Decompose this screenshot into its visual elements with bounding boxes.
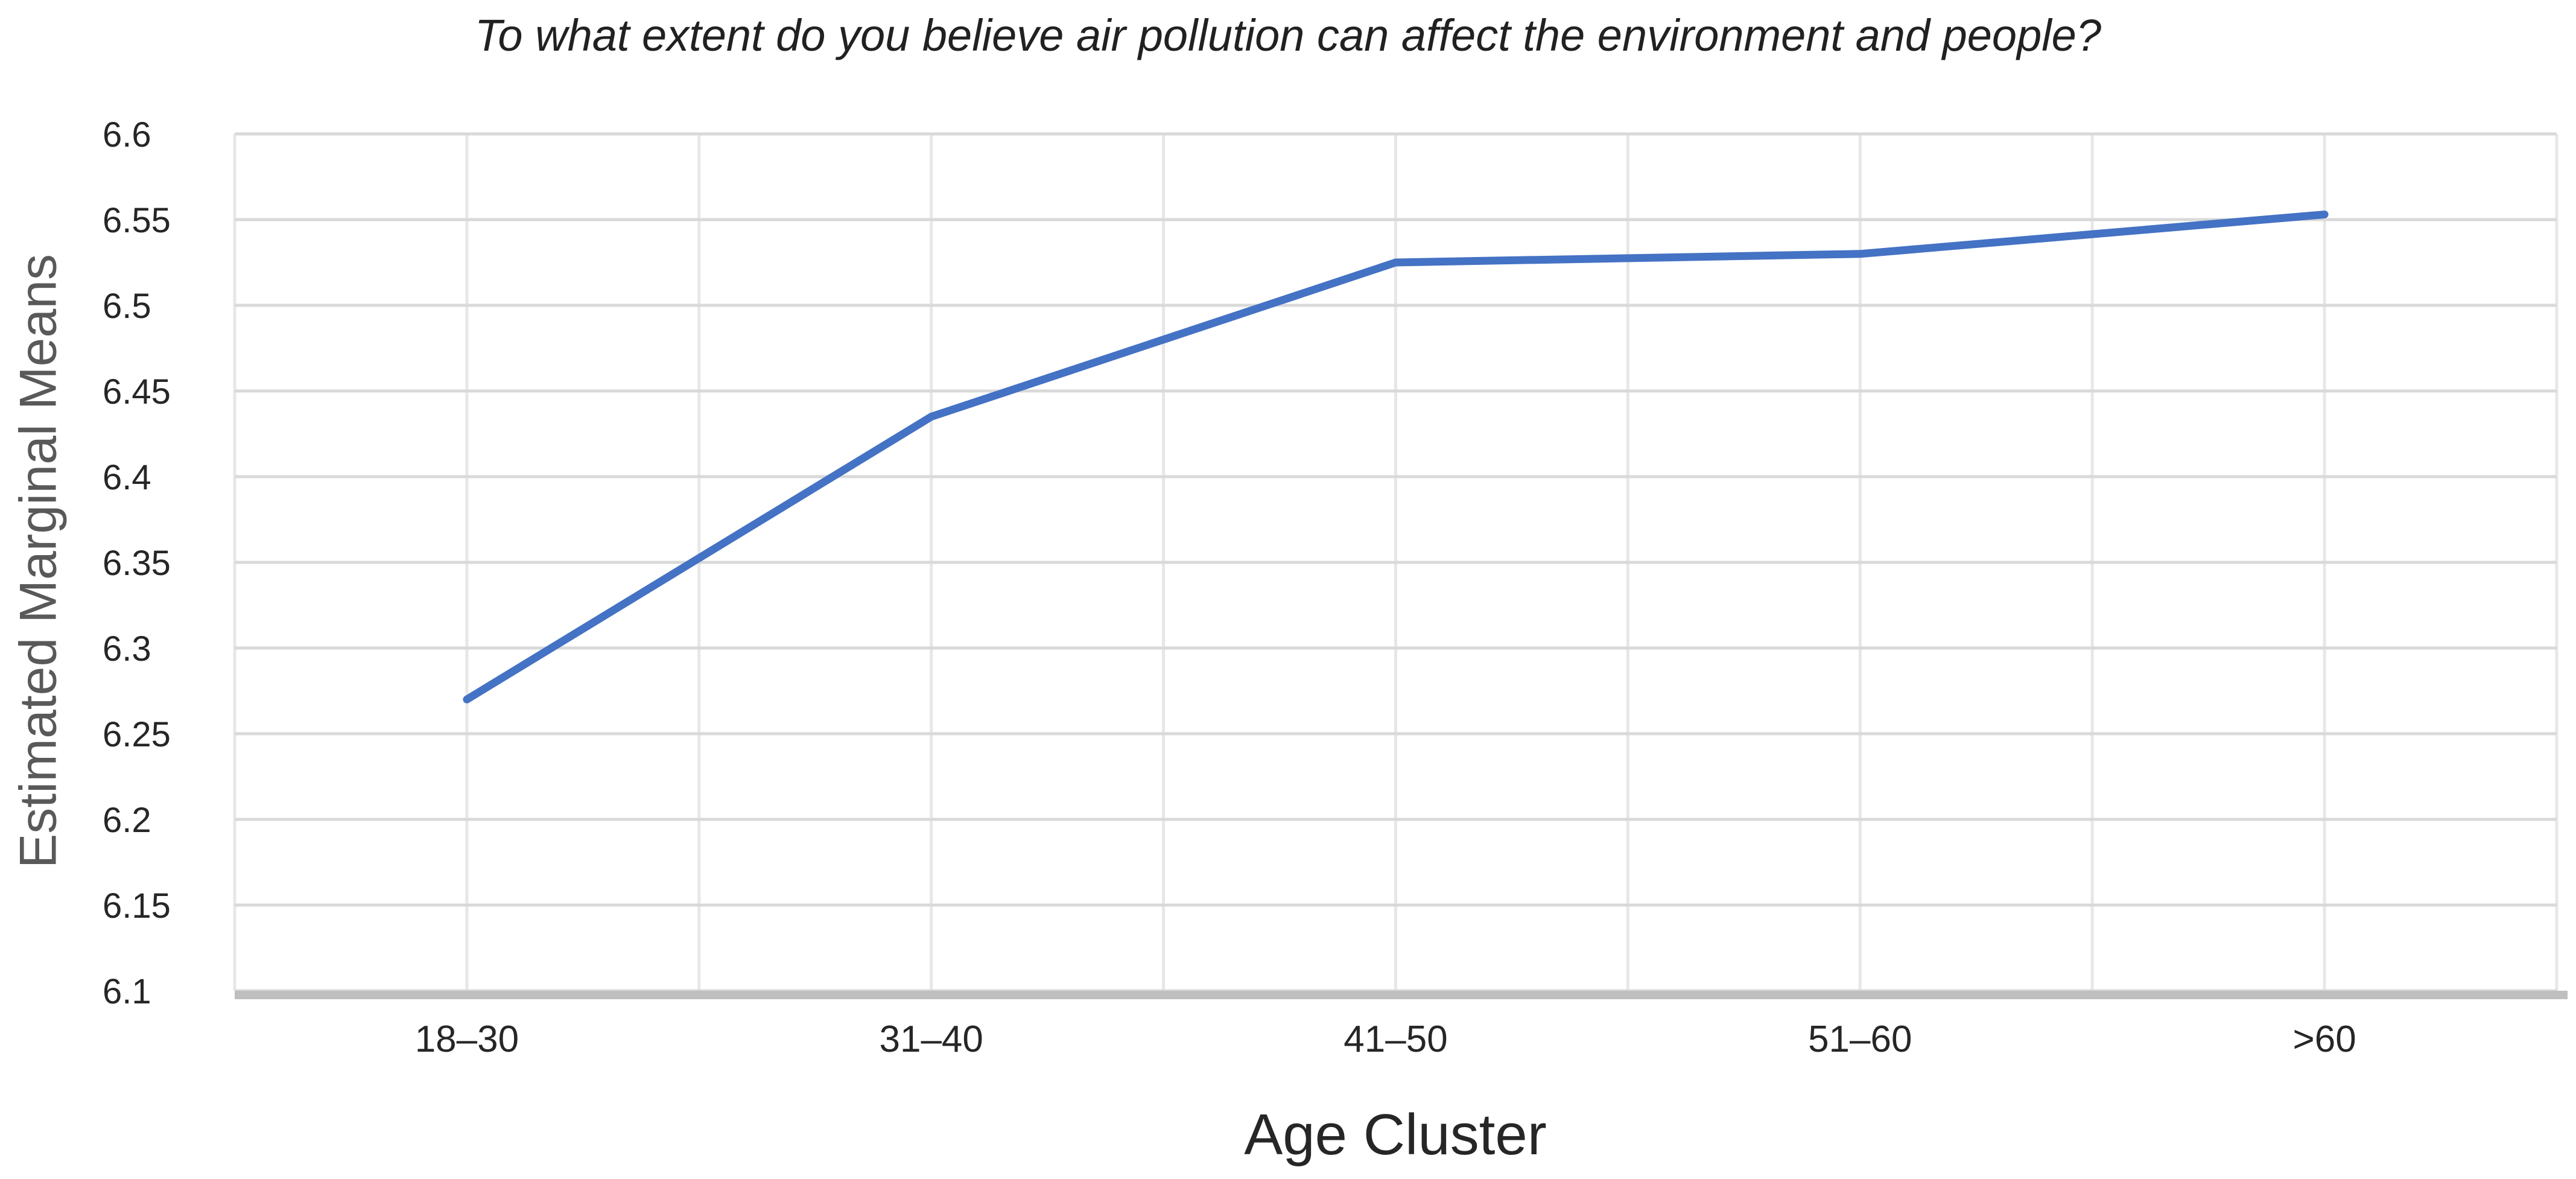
y-tick-label: 6.4 <box>103 458 151 497</box>
x-axis-title: Age Cluster <box>1244 1102 1547 1167</box>
data-line <box>463 210 2329 704</box>
x-tick-label: 31–40 <box>879 1019 983 1060</box>
x-tick-label: 51–60 <box>1808 1019 1912 1060</box>
y-tick-label: 6.35 <box>103 544 171 583</box>
x-tick-label: 41–50 <box>1344 1019 1447 1060</box>
y-tick-label: 6.6 <box>103 115 151 154</box>
y-tick-label: 6.15 <box>103 886 171 926</box>
y-tick-label: 6.25 <box>103 715 171 754</box>
y-tick-label: 6.1 <box>103 972 151 1011</box>
chart-title: To what extent do you believe air pollut… <box>475 10 2101 60</box>
x-tick-label: >60 <box>2293 1019 2356 1060</box>
y-tick-label: 6.5 <box>103 287 151 326</box>
y-tick-label: 6.55 <box>103 201 171 240</box>
x-axis-line <box>235 991 2568 999</box>
y-tick-label: 6.45 <box>103 372 171 412</box>
y-axis-title: Estimated Marginal Means <box>9 253 68 869</box>
y-tick-label: 6.3 <box>103 629 151 669</box>
y-tick-label: 6.2 <box>103 801 151 840</box>
x-tick-label: 18–30 <box>415 1019 519 1060</box>
